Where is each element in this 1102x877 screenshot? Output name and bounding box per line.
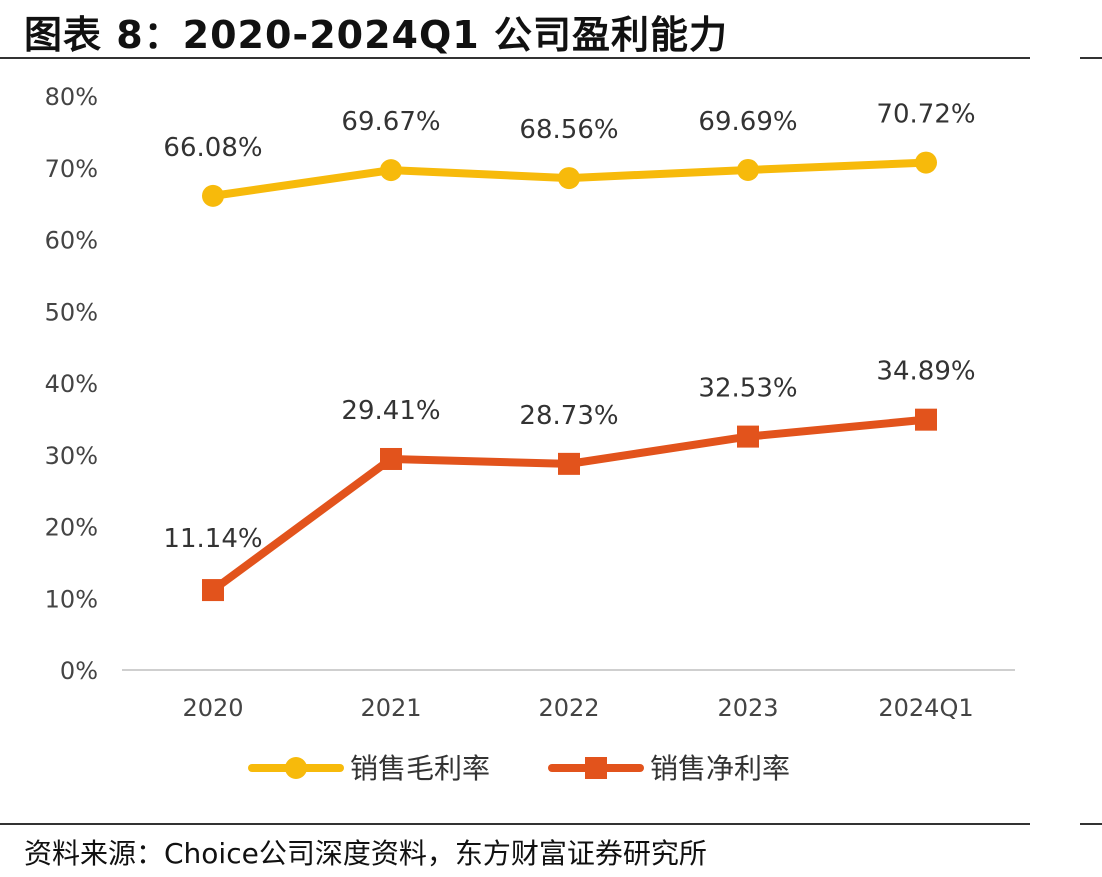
data-label: 69.67% <box>341 107 440 137</box>
data-label: 69.69% <box>698 107 797 137</box>
chart-title: 图表 8：2020-2024Q1 公司盈利能力 <box>24 13 728 57</box>
legend-marker <box>285 757 307 779</box>
y-tick-label: 20% <box>45 514 98 542</box>
data-label: 29.41% <box>341 396 440 426</box>
data-point-marker <box>915 151 937 174</box>
top-rule-stub <box>1080 57 1102 59</box>
y-tick-label: 60% <box>45 227 98 255</box>
top-rule <box>0 57 1030 59</box>
x-tick-label: 2020 <box>182 694 243 722</box>
data-label: 66.08% <box>163 133 262 163</box>
data-point-marker <box>558 167 580 190</box>
y-tick-label: 30% <box>45 442 98 470</box>
data-point-marker <box>558 452 580 475</box>
data-label: 70.72% <box>876 100 975 130</box>
y-tick-label: 50% <box>45 298 98 326</box>
data-label: 28.73% <box>519 401 618 431</box>
y-tick-label: 0% <box>60 657 98 685</box>
data-label: 34.89% <box>876 357 975 387</box>
y-tick-label: 40% <box>45 370 98 398</box>
series-line <box>209 415 930 595</box>
data-label: 68.56% <box>519 115 618 145</box>
x-tick-label: 2023 <box>717 694 778 722</box>
data-label: 32.53% <box>698 374 797 404</box>
legend-marker <box>585 757 607 779</box>
y-tick-label: 10% <box>45 585 98 613</box>
data-point-marker <box>380 159 402 182</box>
data-point-marker <box>737 425 759 448</box>
data-label: 11.14% <box>163 524 262 554</box>
data-point-marker <box>202 184 224 207</box>
x-tick-label: 2022 <box>538 694 599 722</box>
legend-label: 销售毛利率 <box>350 752 490 785</box>
x-tick-label: 2024Q1 <box>878 694 973 722</box>
legend-label: 销售净利率 <box>650 752 790 785</box>
x-tick-label: 2021 <box>360 694 421 722</box>
bottom-rule <box>0 823 1030 825</box>
y-tick-label: 70% <box>45 155 98 183</box>
data-point-marker <box>380 447 402 470</box>
bottom-rule-stub <box>1080 823 1102 825</box>
data-point-marker <box>202 579 224 602</box>
source-note: 资料来源：Choice公司深度资料，东方财富证券研究所 <box>24 837 707 870</box>
data-point-marker <box>915 408 937 431</box>
y-tick-label: 80% <box>45 83 98 111</box>
data-point-marker <box>737 158 759 181</box>
